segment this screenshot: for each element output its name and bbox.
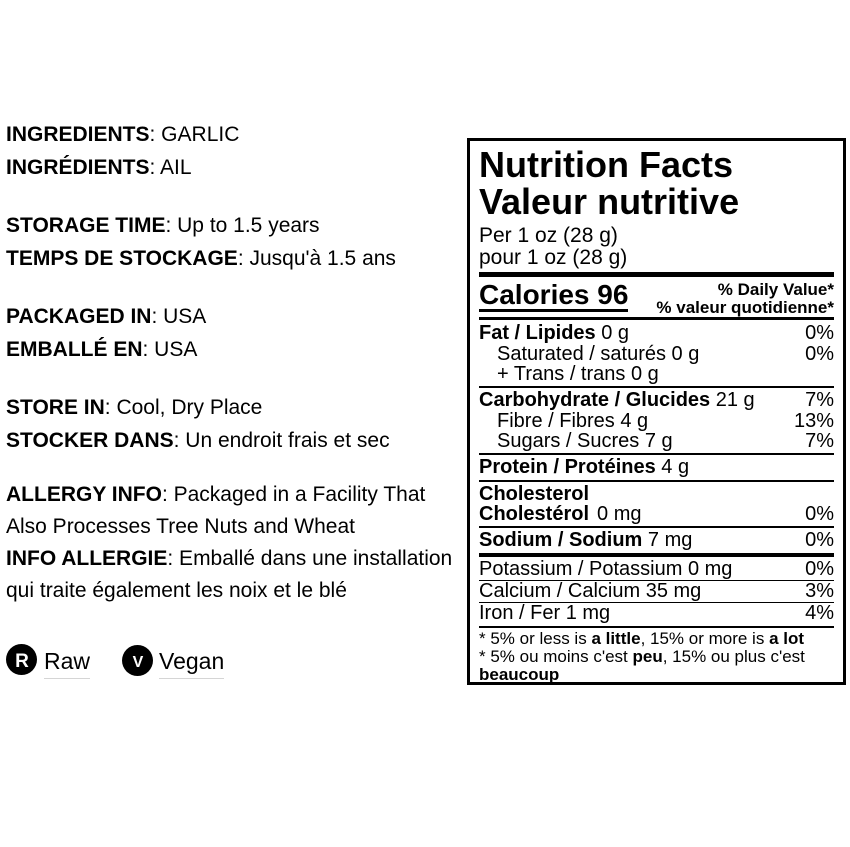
svg-text:V: V (133, 654, 144, 671)
svg-text:R: R (15, 651, 29, 672)
